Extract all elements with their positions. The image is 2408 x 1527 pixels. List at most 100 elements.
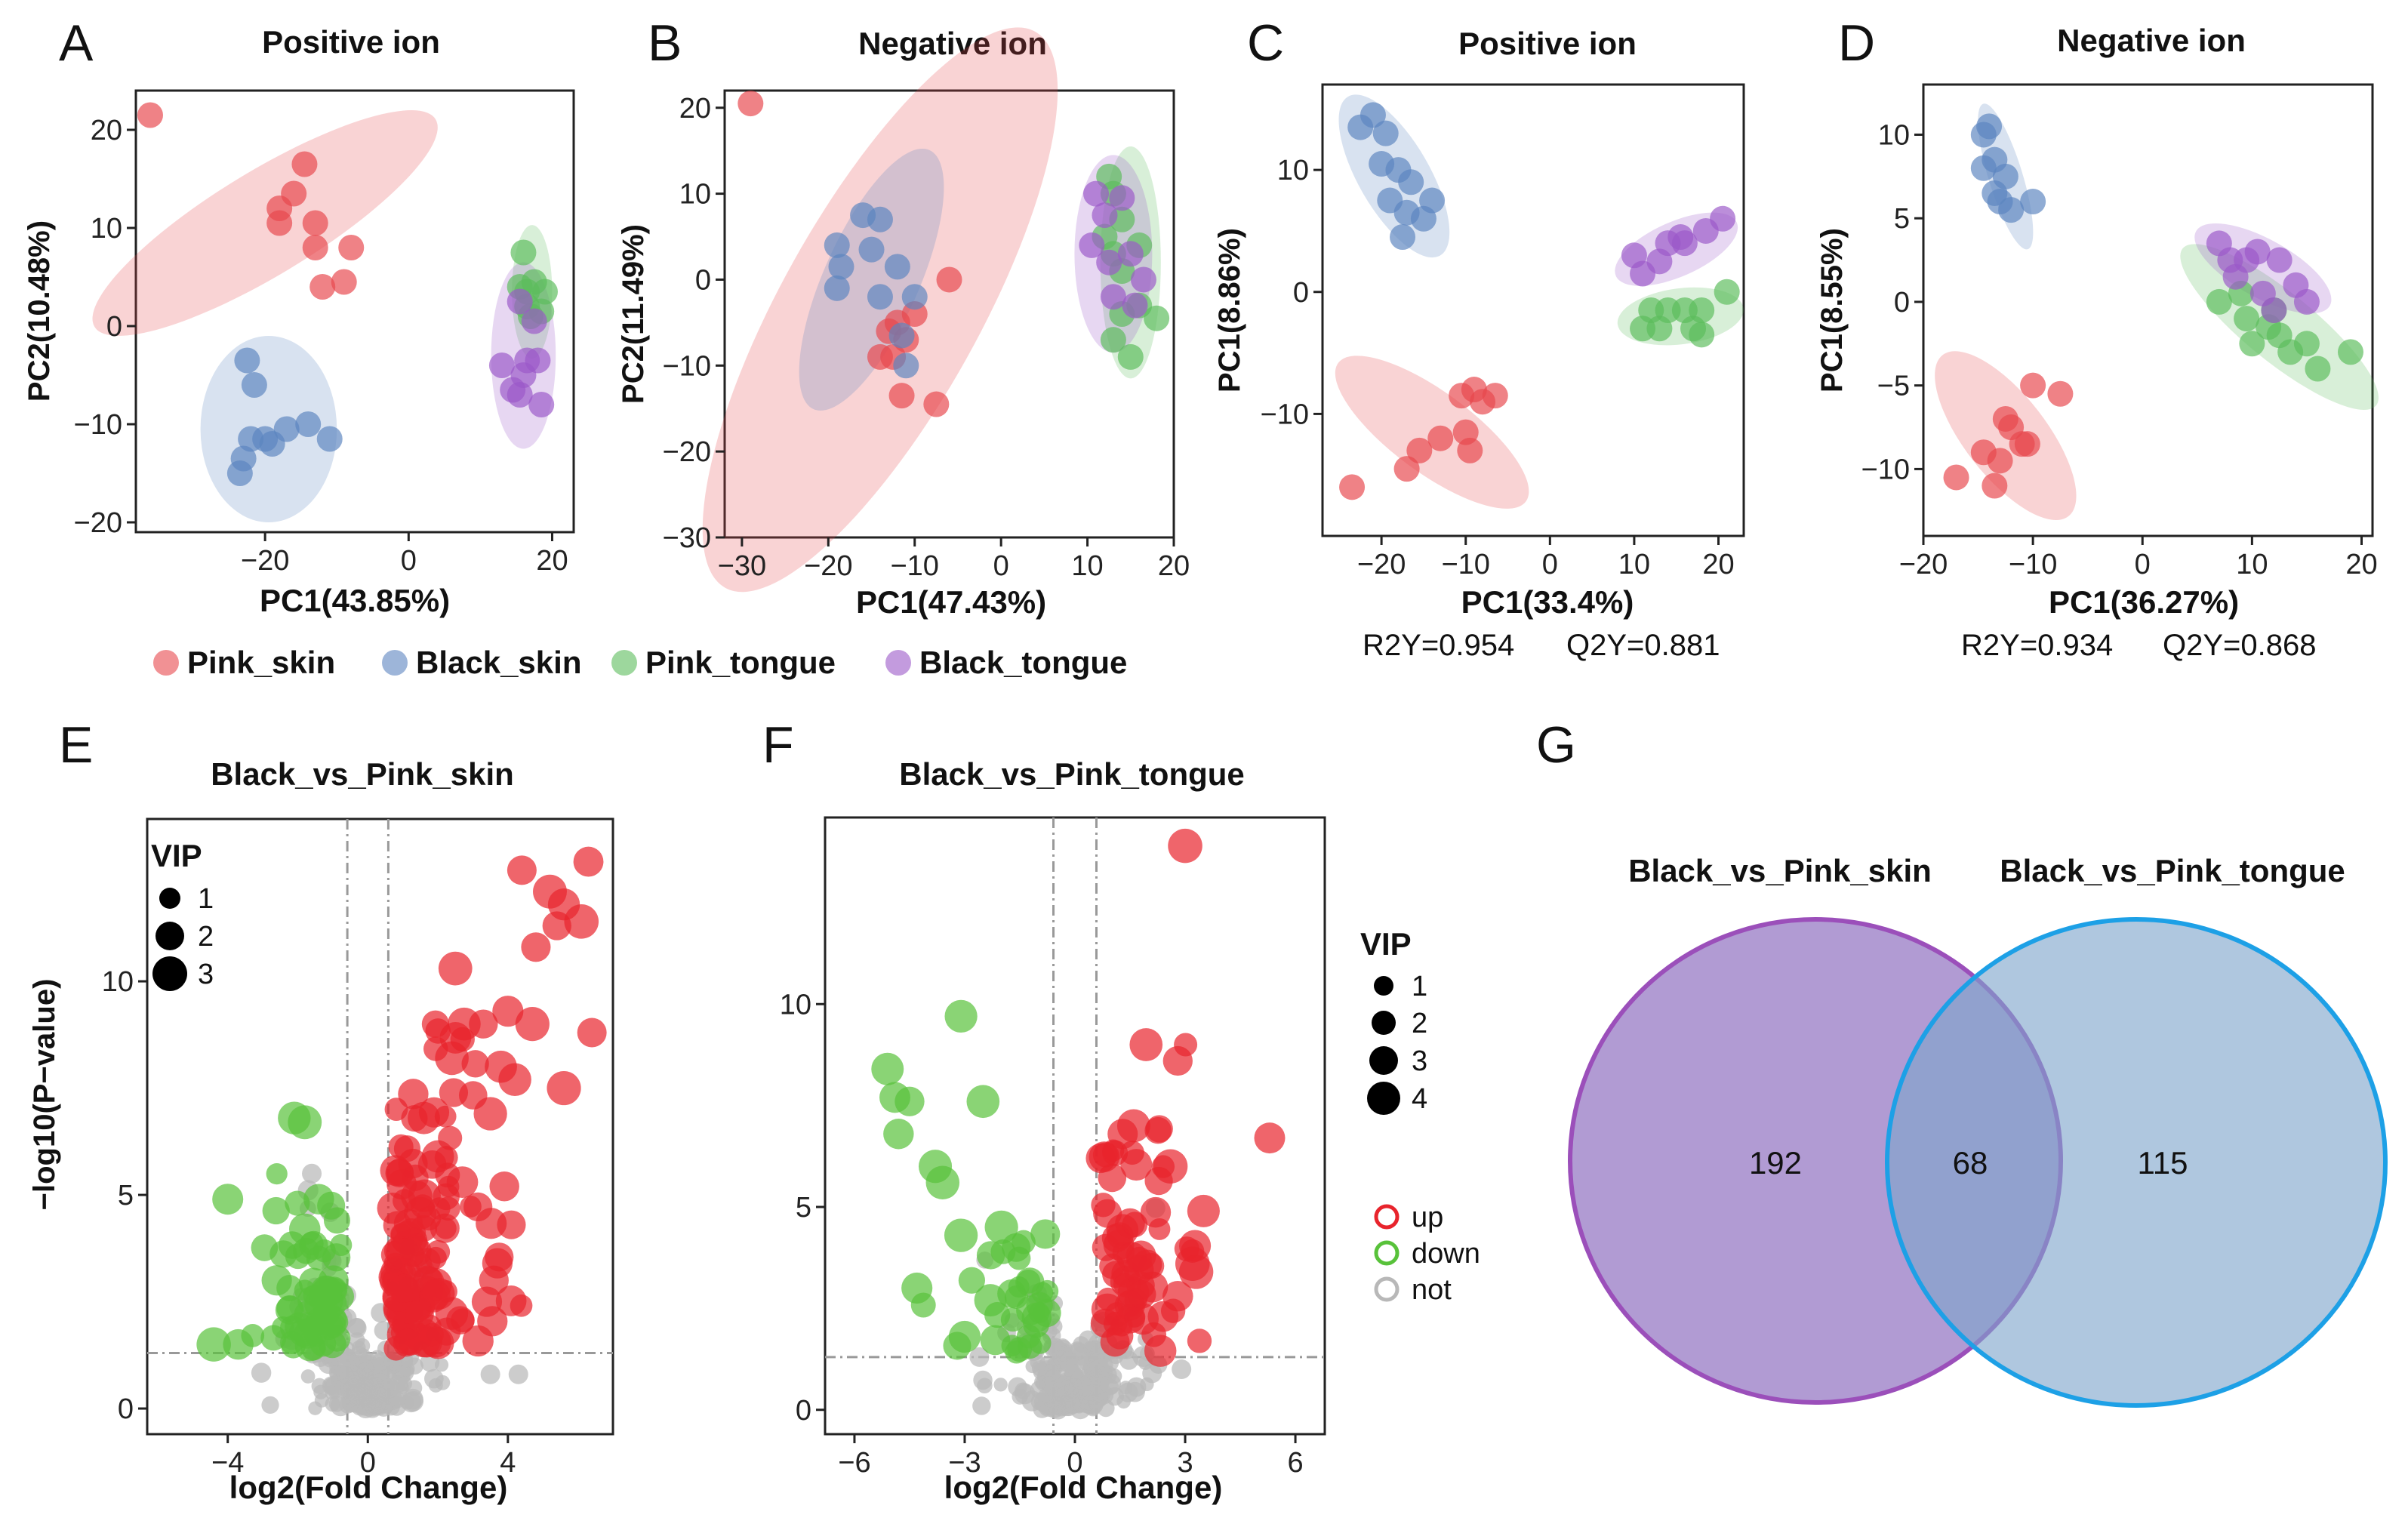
point-down (895, 1086, 925, 1116)
point-black-skin (1970, 122, 1997, 148)
point-pink-skin (1982, 473, 2008, 499)
y-axis-label: PC2(10.48%) (23, 220, 56, 402)
point-down (288, 1105, 322, 1140)
y-axis-label: PC1(8.55%) (1815, 228, 1849, 393)
x-tick-label: 0 (360, 1447, 376, 1479)
panel-letter-d: D (1838, 14, 1875, 72)
point-pink-tongue (1714, 279, 1740, 305)
point-black-skin (867, 284, 893, 310)
point-up (1144, 1116, 1172, 1144)
chart-title: Black_vs_Pink_skin (211, 756, 514, 792)
point-up (1099, 1253, 1125, 1279)
x-tick-label: 3 (1177, 1447, 1193, 1479)
point-up (388, 1134, 414, 1159)
plot-frame (723, 89, 1175, 539)
point-pink-skin (1427, 425, 1454, 451)
y-tick-label: −30 (663, 522, 711, 554)
point-up (1092, 1142, 1118, 1168)
x-axis-label: PC1(47.43%) (856, 584, 1046, 620)
x-tick-label: 10 (1071, 550, 1103, 582)
point-up (547, 1070, 581, 1106)
y-tick-label: 0 (796, 1395, 811, 1427)
point-up (438, 951, 473, 986)
point-up (507, 855, 537, 885)
point-up (498, 1063, 531, 1097)
point-not (364, 1359, 383, 1379)
point-black-skin (888, 322, 915, 349)
x-tick-label: 0 (2135, 549, 2151, 580)
point-pink-skin (1482, 383, 1508, 409)
point-pink-tongue (2234, 306, 2260, 332)
x-tick-label: 20 (1158, 550, 1190, 582)
point-pink-skin (137, 102, 164, 128)
point-up (383, 1336, 408, 1361)
y-tick-label: 0 (118, 1393, 134, 1425)
point-black-skin (1390, 224, 1416, 251)
point-down (883, 1119, 914, 1150)
point-not (508, 1364, 528, 1384)
point-not (1097, 1399, 1115, 1418)
point-up (435, 1041, 469, 1076)
point-black-skin (234, 347, 260, 374)
point-up (564, 904, 599, 939)
point-down (1005, 1340, 1029, 1364)
venn-set-label-right: Black_vs_Pink_tongue (2000, 853, 2345, 888)
x-axis-label: PC1(33.4%) (1461, 584, 1634, 620)
x-axis-label: PC1(43.85%) (260, 583, 450, 618)
vip-legend-title: VIP (151, 838, 202, 873)
point-not (1064, 1364, 1082, 1381)
plot-frame (134, 89, 575, 534)
point-not (300, 1369, 316, 1384)
volcano-skin-e: Black_vs_Pink_skin −4 0 4 0 5 10 log2(Fold Ch… (28, 756, 614, 1505)
regulation-legend: up down not (1374, 1202, 1480, 1306)
x-tick-label: −20 (804, 550, 852, 582)
vip-label-2: 2 (198, 921, 214, 953)
venn-count-right-only: 115 (2138, 1145, 2188, 1181)
point-down (1002, 1233, 1031, 1262)
point-pink-skin (266, 210, 293, 236)
x-tick-label: 20 (2345, 549, 2377, 580)
point-up (426, 1239, 451, 1264)
point-up (408, 1101, 440, 1134)
x-tick-label: 20 (536, 545, 568, 577)
point-pink-skin (1406, 437, 1433, 463)
point-black-skin (1410, 205, 1436, 232)
point-black-skin (828, 254, 855, 280)
panel-letter-f: F (762, 716, 794, 774)
y-tick-label: 20 (679, 93, 711, 125)
point-up (421, 1140, 454, 1173)
point-down (320, 1306, 347, 1332)
point-up (386, 1158, 414, 1187)
point-up (1096, 1287, 1120, 1311)
point-not (969, 1347, 990, 1367)
chart-title: Positive ion (262, 24, 440, 60)
point-down (944, 999, 978, 1033)
legend-label-black-tongue: Black_tongue (919, 645, 1127, 680)
panel-letter-e: E (59, 716, 93, 774)
point-black-skin (1372, 120, 1399, 146)
x-tick-label: 10 (2236, 549, 2268, 580)
x-tick-label: −20 (1357, 549, 1406, 580)
point-down (948, 1320, 981, 1353)
x-tick-label: 0 (1067, 1447, 1082, 1479)
point-pink-tongue (2239, 331, 2265, 357)
x-tick-label: 0 (401, 545, 417, 577)
point-black-tongue (488, 353, 515, 378)
point-not (348, 1318, 366, 1336)
point-up (439, 1078, 469, 1107)
x-tick-label: −6 (838, 1447, 870, 1479)
point-down (925, 1165, 960, 1199)
x-axis-label: PC1(36.27%) (2049, 584, 2239, 620)
point-pink-skin (309, 274, 336, 300)
point-pink-tongue (2206, 288, 2232, 315)
point-not (302, 1163, 322, 1184)
point-black-tongue (1117, 241, 1144, 267)
point-pink-skin (888, 383, 915, 409)
y-tick-label: 10 (780, 989, 811, 1021)
point-pink-skin (1457, 437, 1483, 463)
point-up (1187, 1328, 1212, 1353)
plot-frame (146, 817, 614, 1436)
point-black-skin (893, 353, 919, 379)
confidence-ellipse-black-skin (799, 148, 944, 411)
chart-title: Negative ion (2057, 23, 2246, 58)
